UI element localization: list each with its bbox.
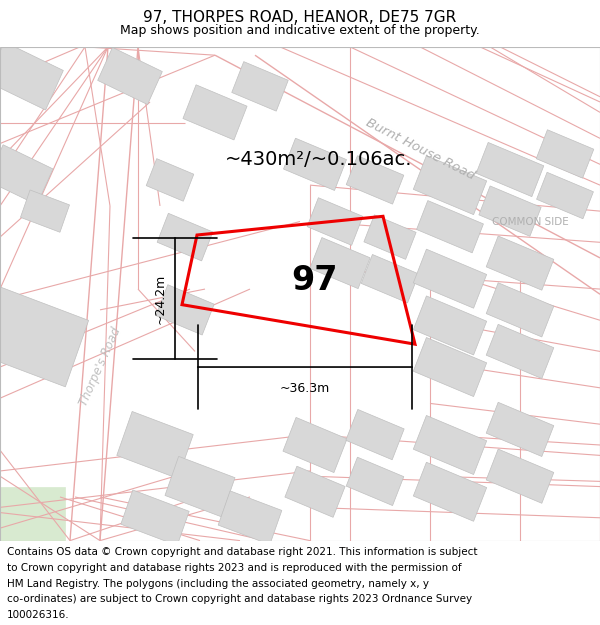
Polygon shape <box>0 285 89 387</box>
Polygon shape <box>285 466 345 518</box>
Text: co-ordinates) are subject to Crown copyright and database rights 2023 Ordnance S: co-ordinates) are subject to Crown copyr… <box>7 594 472 604</box>
Text: to Crown copyright and database rights 2023 and is reproduced with the permissio: to Crown copyright and database rights 2… <box>7 563 462 573</box>
Polygon shape <box>117 411 193 479</box>
Text: COMMON SIDE: COMMON SIDE <box>491 216 568 226</box>
Polygon shape <box>413 249 487 308</box>
Text: ~430m²/~0.106ac.: ~430m²/~0.106ac. <box>225 149 413 169</box>
Polygon shape <box>413 416 487 474</box>
Polygon shape <box>346 156 404 204</box>
Polygon shape <box>146 159 194 201</box>
Polygon shape <box>183 85 247 140</box>
Polygon shape <box>218 491 282 544</box>
Polygon shape <box>165 456 235 517</box>
Polygon shape <box>0 42 64 110</box>
Polygon shape <box>20 190 70 232</box>
Polygon shape <box>486 449 554 503</box>
Text: ~24.2m: ~24.2m <box>154 273 167 324</box>
Polygon shape <box>232 62 288 111</box>
Polygon shape <box>536 173 593 219</box>
Polygon shape <box>486 282 554 337</box>
Polygon shape <box>476 142 544 197</box>
Polygon shape <box>283 418 347 472</box>
Text: Burnt House Road: Burnt House Road <box>364 116 476 182</box>
Text: HM Land Registry. The polygons (including the associated geometry, namely x, y: HM Land Registry. The polygons (includin… <box>7 579 429 589</box>
Polygon shape <box>346 457 404 506</box>
Polygon shape <box>413 462 487 521</box>
Polygon shape <box>0 487 65 541</box>
Polygon shape <box>486 402 554 456</box>
Polygon shape <box>486 236 554 290</box>
Polygon shape <box>310 238 370 289</box>
Text: Contains OS data © Crown copyright and database right 2021. This information is : Contains OS data © Crown copyright and d… <box>7 548 478 558</box>
Text: ~36.3m: ~36.3m <box>280 382 330 394</box>
Polygon shape <box>157 213 213 261</box>
Text: 97: 97 <box>291 264 337 297</box>
Polygon shape <box>0 145 53 205</box>
Polygon shape <box>486 324 554 379</box>
Polygon shape <box>413 156 487 214</box>
Polygon shape <box>413 338 487 396</box>
Polygon shape <box>98 48 163 104</box>
Polygon shape <box>361 254 419 303</box>
Polygon shape <box>364 215 416 259</box>
Polygon shape <box>307 198 363 245</box>
Polygon shape <box>416 201 484 253</box>
Text: 97, THORPES ROAD, HEANOR, DE75 7GR: 97, THORPES ROAD, HEANOR, DE75 7GR <box>143 10 457 25</box>
Polygon shape <box>284 138 346 191</box>
Text: Map shows position and indicative extent of the property.: Map shows position and indicative extent… <box>120 24 480 36</box>
Polygon shape <box>479 186 541 236</box>
Polygon shape <box>346 409 404 460</box>
Polygon shape <box>121 490 189 546</box>
Polygon shape <box>413 296 487 355</box>
Text: 100026316.: 100026316. <box>7 610 70 620</box>
Text: Thorpe's Road: Thorpe's Road <box>77 326 123 408</box>
Polygon shape <box>536 130 594 178</box>
Polygon shape <box>156 285 214 335</box>
